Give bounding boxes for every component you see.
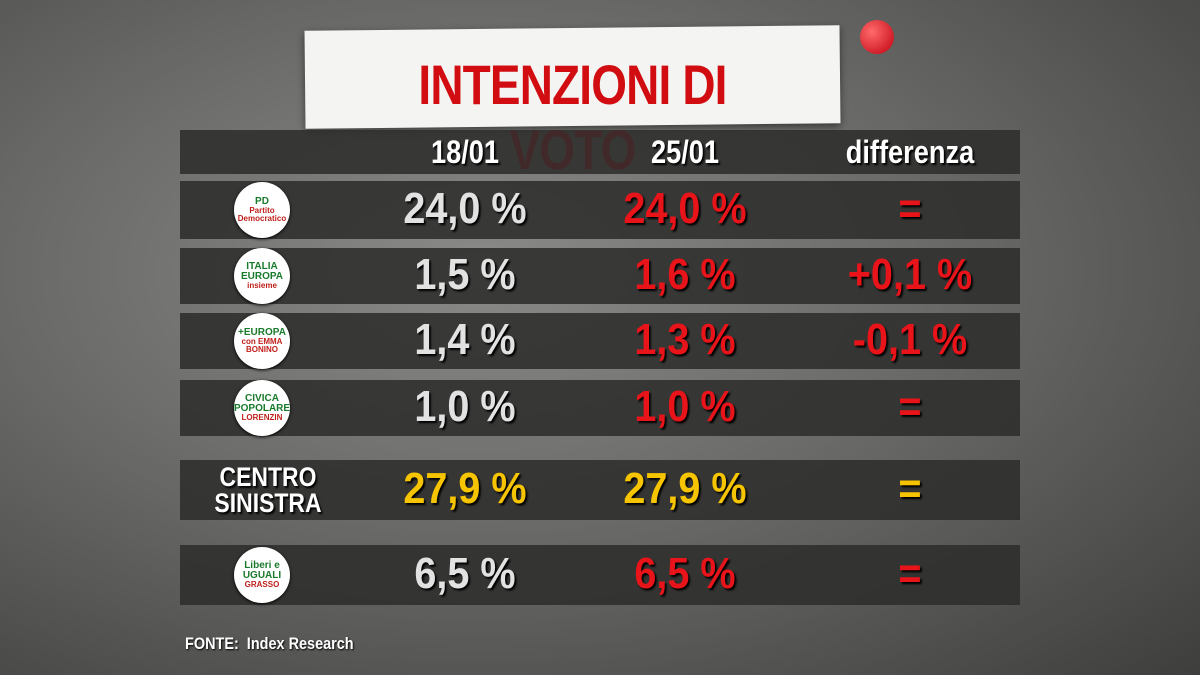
column-header: 25/01 [650, 134, 720, 170]
logo-text: PD [255, 196, 269, 207]
cell: 1,4 % [414, 315, 516, 364]
row-band [180, 460, 1020, 520]
column-header: differenza [845, 134, 975, 170]
cell: = [898, 382, 922, 431]
cell: 1,0 % [634, 382, 736, 431]
row-label: CENTRO SINISTRA [214, 462, 322, 518]
cell: 1,5 % [414, 250, 516, 299]
cell: -0,1 % [852, 315, 968, 364]
row-band [180, 545, 1020, 605]
logo-text: GRASSO [244, 580, 280, 589]
row-band [180, 248, 1020, 304]
party-logo: PD Partito Democratico [234, 182, 290, 238]
cell: = [898, 464, 922, 513]
cell: +0,1 % [847, 250, 973, 299]
cell: = [898, 549, 922, 598]
cell: 1,0 % [414, 382, 516, 431]
cell: 6,5 % [414, 549, 516, 598]
logo-text: +EUROPA [238, 327, 286, 338]
party-logo: ITALIA EUROPA insieme [234, 248, 290, 304]
cell: 6,5 % [634, 549, 736, 598]
logo-text: Liberi e UGUALI [242, 560, 282, 581]
column-header: 18/01 [430, 134, 500, 170]
party-logo: +EUROPA con EMMA BONINO [234, 313, 290, 369]
source: FONTE: Index Research [185, 634, 354, 653]
row-band [180, 380, 1020, 436]
cell: 1,3 % [634, 315, 736, 364]
cell: = [898, 184, 922, 233]
logo-text: Partito Democratico [237, 206, 287, 223]
logo-text: CIVICA POPOLARE [234, 393, 290, 414]
logo-text: insieme [247, 281, 277, 290]
header-band [180, 130, 1020, 174]
cell: 24,0 % [403, 184, 527, 233]
party-logo: Liberi e UGUALI GRASSO [234, 547, 290, 603]
cell: 24,0 % [623, 184, 747, 233]
cell: 27,9 % [623, 464, 747, 513]
cell: 1,6 % [634, 250, 736, 299]
logo-text: ITALIA EUROPA [240, 261, 284, 282]
cell: 27,9 % [403, 464, 527, 513]
logo-text: con EMMA BONINO [241, 337, 283, 354]
logo-text: LORENZIN [241, 413, 283, 422]
row-band [180, 181, 1020, 239]
party-logo: CIVICA POPOLARE LORENZIN [234, 380, 290, 436]
pin-icon [860, 20, 894, 54]
row-band [180, 313, 1020, 369]
